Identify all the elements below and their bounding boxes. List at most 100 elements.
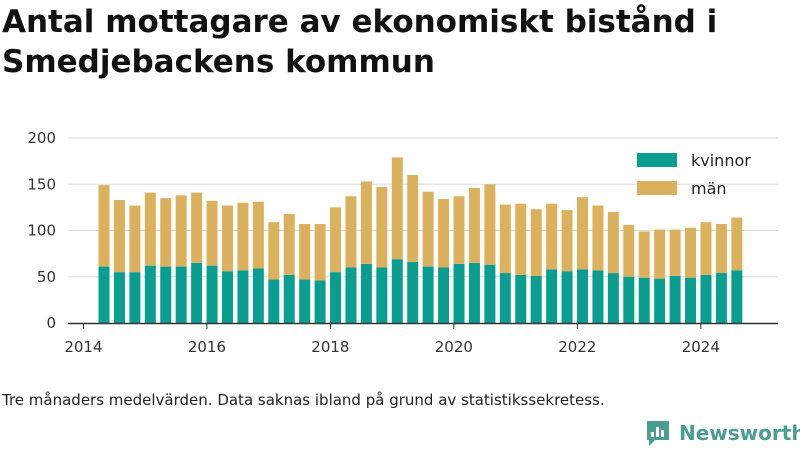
bar-segment-kvinnor — [607, 273, 619, 323]
bar-segment-män — [160, 198, 172, 267]
bar-segment-män — [391, 157, 403, 260]
bar-segment-kvinnor — [237, 270, 249, 323]
bar-segment-män — [669, 229, 681, 276]
legend-swatch-män — [637, 181, 677, 195]
bar-segment-män — [530, 209, 542, 276]
bar-segment-män — [607, 212, 619, 274]
bar-segment-kvinnor — [160, 266, 172, 323]
bar-segment-män — [484, 184, 496, 265]
bar-segment-kvinnor — [129, 272, 141, 323]
bar-segment-män — [144, 192, 156, 266]
bar-segment-män — [330, 207, 342, 273]
bar-segment-kvinnor — [576, 269, 588, 323]
bar-segment-män — [129, 205, 141, 273]
bar-segment-kvinnor — [468, 262, 480, 323]
bar-segment-män — [376, 187, 388, 268]
bar-segment-män — [314, 224, 326, 281]
bar-segment-kvinnor — [592, 270, 604, 323]
bar-segment-kvinnor — [700, 274, 712, 323]
x-tick-label: 2022 — [558, 338, 596, 356]
bar-segment-män — [623, 224, 635, 277]
chart-title: Antal mottagare av ekonomiskt bistånd i … — [2, 4, 718, 80]
bar-segment-kvinnor — [314, 280, 326, 323]
bar-segment-kvinnor — [221, 271, 233, 323]
bar-segment-kvinnor — [98, 266, 110, 323]
bar-segment-män — [592, 205, 604, 271]
bar-segment-män — [283, 213, 295, 275]
bar-segment-män — [561, 210, 573, 272]
bar-segment-kvinnor — [561, 271, 573, 323]
y-tick-label: 50 — [37, 268, 56, 286]
bar-segment-män — [113, 199, 125, 273]
legend-label-män: män — [691, 179, 727, 198]
stacked-bar-chart: 0 50 100 150 200 2014 2016 2018 2020 2022 2024 kvin… — [27, 129, 778, 356]
bar-segment-kvinnor — [453, 263, 465, 323]
bar-segment-kvinnor — [391, 259, 403, 323]
bar-segment-män — [407, 175, 419, 262]
bar-segment-män — [453, 196, 465, 264]
bar-segment-kvinnor — [623, 276, 635, 323]
bar-segment-män — [731, 217, 743, 271]
bar-segment-män — [206, 200, 218, 266]
bar-segment-män — [360, 181, 372, 264]
bar-segment-kvinnor — [499, 273, 511, 323]
bar-segment-kvinnor — [685, 277, 697, 323]
y-tick-label: 200 — [27, 129, 56, 147]
x-tick-label: 2016 — [188, 338, 226, 356]
bar-segment-män — [499, 204, 511, 274]
bar-segment-män — [237, 202, 249, 271]
legend-swatch-kvinnor — [637, 153, 677, 167]
x-tick-label: 2024 — [682, 338, 720, 356]
bar-segment-män — [98, 185, 110, 267]
bar-segment-män — [422, 191, 434, 267]
bar-segment-män — [191, 192, 203, 263]
x-tick-label: 2018 — [311, 338, 349, 356]
bar-chart-speech-bubble-icon — [647, 421, 669, 446]
bar-segment-kvinnor — [515, 274, 527, 323]
y-tick-label: 150 — [27, 175, 56, 193]
bar-segment-kvinnor — [252, 268, 264, 323]
y-tick-label: 0 — [46, 314, 56, 332]
bar-segment-kvinnor — [438, 267, 450, 323]
bar-segment-kvinnor — [654, 278, 666, 323]
bar-segment-män — [700, 222, 712, 275]
bar-segment-män — [175, 195, 187, 267]
bar-segment-män — [438, 199, 450, 268]
bar-segment-kvinnor — [360, 263, 372, 323]
bar-segment-kvinnor — [330, 272, 342, 323]
bar-segment-män — [685, 227, 697, 278]
bar-segment-män — [638, 231, 650, 278]
bar-segment-kvinnor — [376, 267, 388, 323]
bar-segment-män — [299, 224, 311, 280]
bar-segment-män — [345, 196, 357, 268]
bar-segment-kvinnor — [484, 264, 496, 323]
bar-segment-kvinnor — [669, 275, 681, 323]
x-tick-label: 2014 — [64, 338, 102, 356]
bar-segment-kvinnor — [206, 265, 218, 323]
bar-segment-kvinnor — [175, 266, 187, 323]
bar-segment-män — [268, 222, 280, 280]
x-tick-label: 2020 — [435, 338, 473, 356]
bar-segment-män — [546, 203, 558, 270]
bar-segment-kvinnor — [530, 275, 542, 323]
bar-segment-kvinnor — [191, 262, 203, 323]
brand-logo: Newsworthy — [645, 418, 800, 448]
bar-segment-män — [654, 229, 666, 279]
bar-segment-män — [715, 224, 727, 274]
bar-segment-män — [468, 187, 480, 263]
bar-segment-kvinnor — [345, 267, 357, 323]
bar-segment-män — [576, 197, 588, 270]
bar-segment-män — [252, 201, 264, 269]
bar-segment-kvinnor — [546, 269, 558, 323]
brand-name: Newsworthy — [679, 421, 800, 445]
y-tick-label: 100 — [27, 222, 56, 240]
bar-segment-kvinnor — [715, 273, 727, 323]
bar-segment-kvinnor — [113, 272, 125, 323]
bar-segment-kvinnor — [268, 279, 280, 323]
bar-segment-kvinnor — [422, 266, 434, 323]
bar-segment-kvinnor — [299, 279, 311, 323]
bar-segment-män — [515, 203, 527, 275]
bar-segment-kvinnor — [407, 261, 419, 323]
bar-segment-kvinnor — [144, 265, 156, 323]
bar-segment-kvinnor — [638, 277, 650, 323]
